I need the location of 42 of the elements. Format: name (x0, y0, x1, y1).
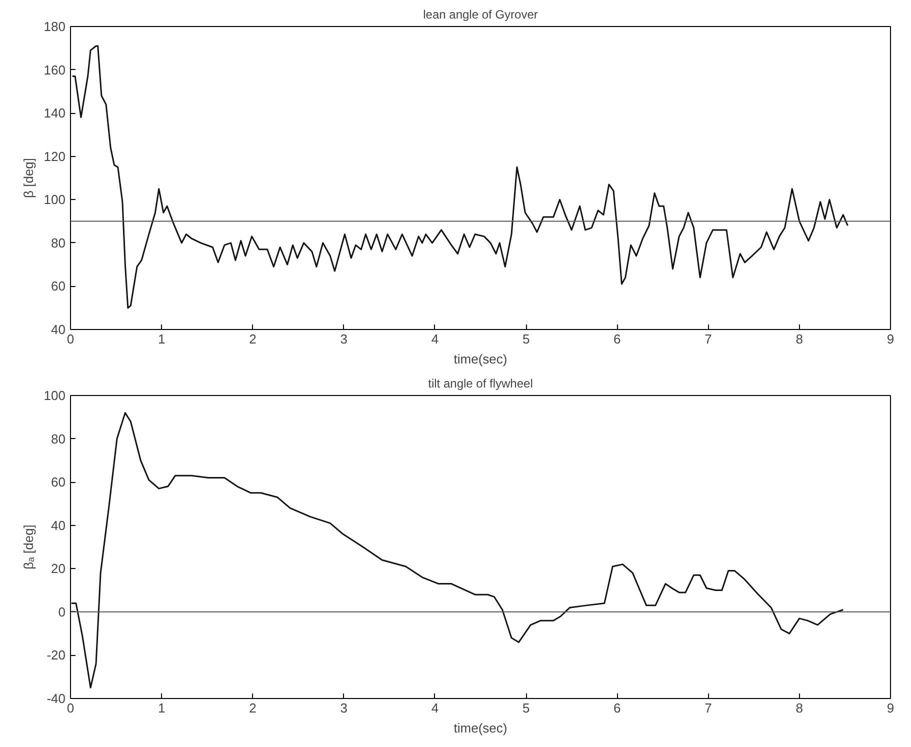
x-tick-label: 9 (886, 700, 894, 716)
y-tick-label: 160 (44, 62, 66, 78)
y-tick-label: 140 (44, 106, 66, 121)
y-tick-label: 80 (51, 235, 66, 250)
y-tick-label: -20 (46, 648, 66, 663)
x-tick-label: 2 (249, 700, 256, 716)
chart-title: tilt angle of flywheel (428, 376, 533, 390)
y-tick-label: 60 (51, 474, 66, 490)
x-tick-label: 7 (704, 332, 712, 346)
x-tick-label: 4 (431, 700, 439, 716)
line-series (70, 412, 844, 688)
x-tick-label: 6 (614, 332, 621, 346)
line-series (72, 45, 848, 309)
y-axis-title: β [deg] (20, 158, 36, 198)
y-tick-label: 100 (44, 192, 66, 208)
x-axis-title: time(sec) (454, 352, 508, 366)
y-tick-label: 60 (51, 278, 66, 294)
x-tick-label: 4 (431, 332, 439, 346)
y-tick-label: 20 (51, 561, 66, 576)
y-tick-label: 40 (51, 518, 66, 533)
x-tick-label: 1 (158, 700, 166, 716)
x-tick-label: 6 (614, 700, 621, 716)
y-tick-label: 40 (51, 322, 66, 337)
y-tick-label: 100 (44, 388, 66, 403)
y-tick-label: 0 (58, 604, 66, 620)
x-tick-label: 3 (340, 700, 348, 716)
x-tick-label: 1 (158, 332, 166, 346)
x-tick-label: 8 (796, 700, 804, 716)
y-tick-label: 180 (44, 19, 66, 34)
x-tick-label: 2 (249, 332, 256, 346)
x-tick-label: 3 (340, 332, 348, 346)
x-axis-title: time(sec) (454, 720, 508, 736)
x-tick-label: 8 (796, 332, 804, 346)
x-tick-label: 7 (704, 700, 712, 716)
y-tick-label: 120 (44, 148, 66, 164)
y-tick-label: 80 (51, 431, 66, 446)
x-tick-label: 5 (522, 700, 530, 716)
y-tick-label: -40 (46, 691, 66, 706)
x-tick-label: 9 (886, 332, 894, 346)
x-tick-label: 5 (522, 332, 530, 346)
y-axis-title: βₐ [deg] (20, 524, 36, 570)
chart-title: lean angle of Gyrover (423, 8, 538, 22)
